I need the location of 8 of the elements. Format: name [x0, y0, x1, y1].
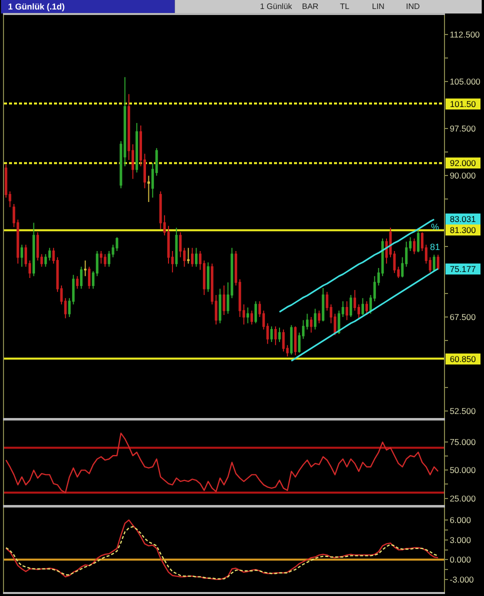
y-tick-label: 6.000 — [450, 515, 472, 526]
y-tick-label: -3.000 — [450, 574, 474, 584]
y-tick-label: 75.000 — [450, 437, 476, 448]
y-tick-label: 25.000 — [450, 493, 476, 504]
line-series — [5, 432, 439, 494]
y-tick-label: 3.000 — [450, 534, 472, 545]
y-tick-label: 50.000 — [450, 465, 476, 476]
y-tick-label: 0.000 — [450, 554, 472, 565]
